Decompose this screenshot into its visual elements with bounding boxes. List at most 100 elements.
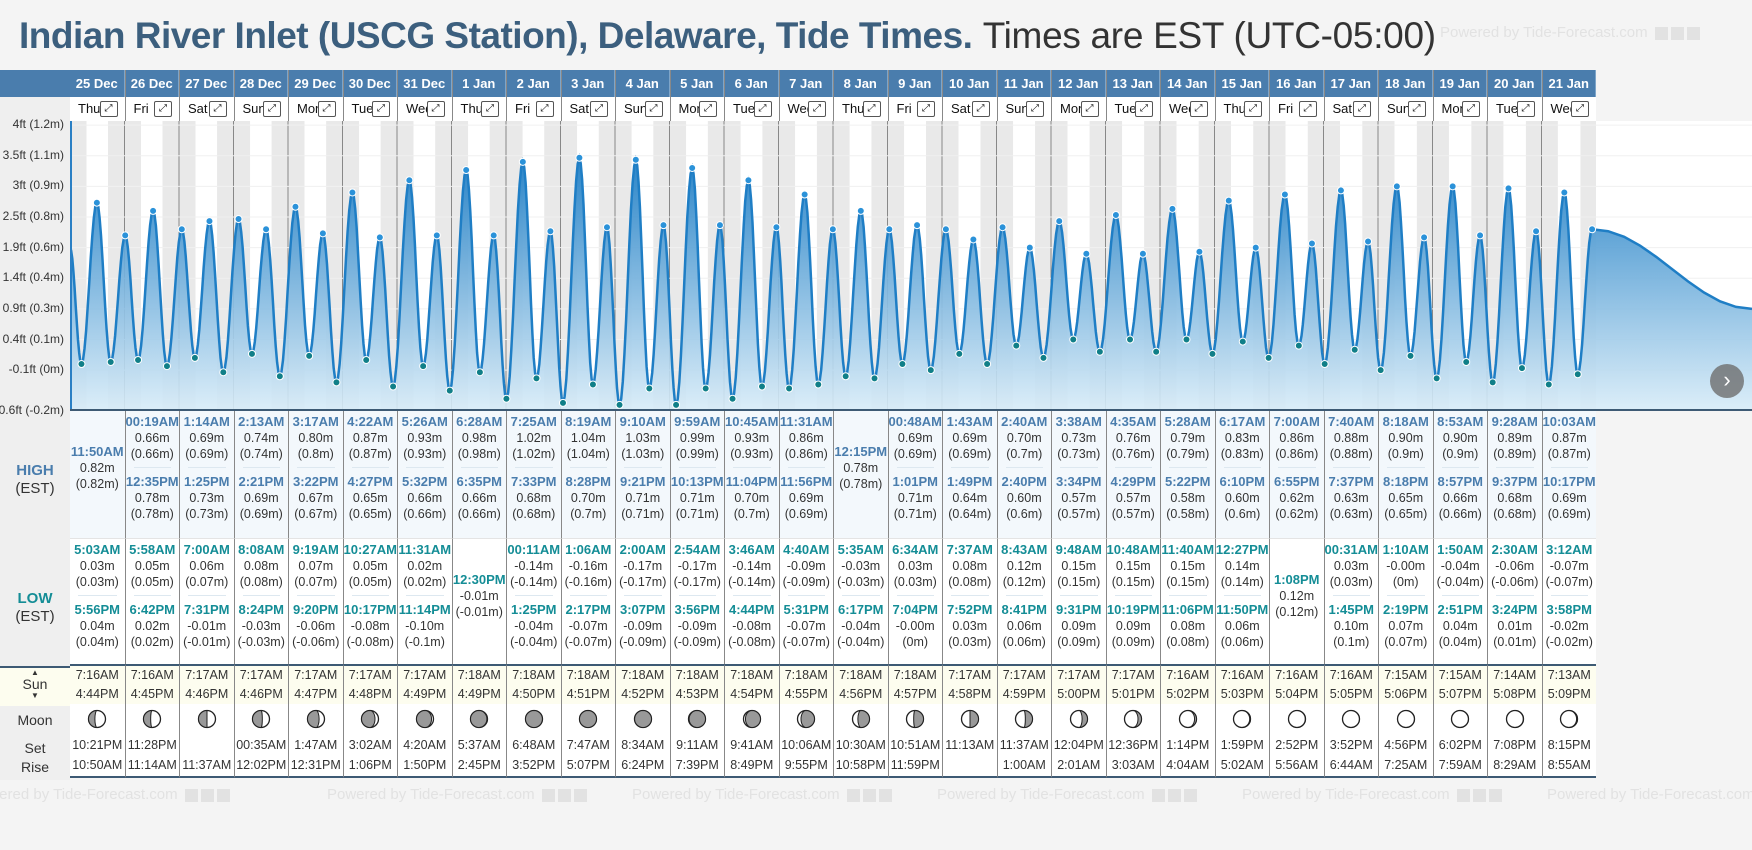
expand-icon[interactable]: ⤢ xyxy=(917,101,935,117)
high-tide-height: 0.66m xyxy=(134,431,170,445)
high-tide-height: 0.71m xyxy=(625,491,661,505)
low-tide-height-alt: (-0.1m) xyxy=(404,635,445,649)
high-tide-point xyxy=(405,176,414,185)
high-tide-entry: 11:31AM 0.86m (0.86m) xyxy=(780,411,834,464)
next-arrow-button[interactable]: › xyxy=(1710,364,1744,398)
low-tide-cell: 1:50AM -0.04m (-0.04m) 2:51PM 0.04m (0.0… xyxy=(1432,538,1487,664)
day-column: 10 Jan Sat ⤢ xyxy=(942,70,997,680)
day-weekday: Sun xyxy=(624,101,648,116)
divider xyxy=(787,595,825,596)
expand-icon[interactable]: ⤢ xyxy=(263,101,281,117)
high-tide-entry: 8:28PM 0.70m (0.7m) xyxy=(562,471,616,524)
low-tide-point xyxy=(983,360,992,369)
moon-phase-icon xyxy=(143,709,162,729)
high-tide-time: 4:35AM xyxy=(1110,414,1157,429)
low-tide-height-alt: (-0.14m) xyxy=(510,575,558,589)
expand-icon[interactable]: ⤢ xyxy=(1135,101,1153,117)
moonset-time: 9:41AM xyxy=(730,738,774,752)
high-tide-entry: 3:17AM 0.80m (0.8m) xyxy=(289,411,343,464)
expand-icon[interactable]: ⤢ xyxy=(1080,101,1099,117)
low-tide-entry: 3:46AM -0.14m (-0.14m) xyxy=(725,539,779,592)
sunset-time: 4:52PM xyxy=(621,687,665,701)
low-tide-entry: 11:50PM 0.06m (0.06m) xyxy=(1216,599,1270,652)
low-tide-point xyxy=(362,355,371,364)
low-tide-height: -0.17m xyxy=(677,559,717,573)
divider xyxy=(1114,467,1152,468)
expand-icon[interactable]: ⤢ xyxy=(1407,101,1426,117)
moonrise-time: 1:50PM xyxy=(403,758,447,772)
expand-icon[interactable]: ⤢ xyxy=(862,101,881,117)
y-axis-tick-label: 1.4ft (0.4m) xyxy=(2,270,64,285)
low-tide-height: 0.03m xyxy=(952,619,988,633)
expand-icon[interactable]: ⤢ xyxy=(808,101,826,117)
divider xyxy=(1332,595,1370,596)
expand-icon[interactable]: ⤢ xyxy=(208,101,227,117)
day-date: 29 Dec xyxy=(289,70,343,97)
expand-icon[interactable]: ⤢ xyxy=(481,101,499,117)
low-tide-height: 0.02m xyxy=(407,559,443,573)
day-weekday: Mon xyxy=(297,101,323,116)
moonset-time: 7:08PM xyxy=(1493,738,1537,752)
high-tide-height-alt: (0.71m) xyxy=(893,507,937,521)
low-tide-height: 0.12m xyxy=(1279,589,1315,603)
low-tide-entry: 5:35AM -0.03m (-0.03m) xyxy=(834,539,888,592)
expand-icon[interactable]: ⤢ xyxy=(699,101,717,117)
low-tide-entry: 2:00AM -0.17m (-0.17m) xyxy=(616,539,670,592)
sunrise-time: 7:17AM xyxy=(1057,668,1101,682)
day-date: 9 Jan xyxy=(888,70,942,97)
moon-phase-icon xyxy=(1015,709,1034,729)
low-tide-entry: 11:40AM 0.15m (0.15m) xyxy=(1161,539,1215,592)
low-tide-height: -0.00m xyxy=(1386,559,1426,573)
expand-icon[interactable]: ⤢ xyxy=(753,101,772,117)
expand-icon[interactable]: ⤢ xyxy=(1353,101,1371,117)
expand-icon[interactable]: ⤢ xyxy=(99,101,118,117)
day-date: 27 Dec xyxy=(180,70,234,97)
expand-icon[interactable]: ⤢ xyxy=(1189,101,1208,117)
sunset-time: 4:49PM xyxy=(457,687,501,701)
low-tide-cell: 1:10AM -0.00m (0m) 2:19PM 0.07m (0.07m) xyxy=(1378,538,1433,664)
expand-icon[interactable]: ⤢ xyxy=(372,101,390,117)
sun-cell: 7:16AM 5:04PM xyxy=(1269,664,1324,704)
expand-icon[interactable]: ⤢ xyxy=(1571,101,1589,117)
low-tide-time: 3:56PM xyxy=(674,602,721,617)
sunset-time: 4:57PM xyxy=(893,687,937,701)
high-tide-cell: 8:19AM 1.04m (1.04m) 8:28PM 0.70m (0.7m) xyxy=(560,411,616,538)
expand-icon[interactable]: ⤢ xyxy=(1244,101,1262,117)
sunset-time: 4:55PM xyxy=(784,687,828,701)
low-tide-entry: 7:52PM 0.03m (0.03m) xyxy=(943,599,997,652)
expand-icon[interactable]: ⤢ xyxy=(1462,101,1480,117)
expand-icon[interactable]: ⤢ xyxy=(1026,101,1044,117)
high-tide-point xyxy=(1476,231,1485,240)
low-tide-cell: 1:08PM 0.12m (0.12m) xyxy=(1269,538,1324,664)
low-tide-time: 2:30AM xyxy=(1491,542,1538,557)
expand-icon[interactable]: ⤢ xyxy=(426,101,445,117)
divider xyxy=(896,595,934,596)
low-tide-time: 5:35AM xyxy=(837,542,884,557)
high-tide-time: 5:28AM xyxy=(1164,414,1211,429)
expand-icon[interactable]: ⤢ xyxy=(535,101,554,117)
expand-icon[interactable]: ⤢ xyxy=(590,101,608,117)
low-tide-cell: 3:12AM -0.07m (-0.07m) 3:58PM -0.02m (-0… xyxy=(1541,538,1596,664)
day-weekday: Fri xyxy=(1278,101,1294,116)
expand-icon[interactable]: ⤢ xyxy=(154,101,172,117)
expand-icon[interactable]: ⤢ xyxy=(1516,101,1535,117)
sun-cell: 7:16AM 5:03PM xyxy=(1214,664,1269,704)
high-tide-time: 4:27PM xyxy=(347,474,394,489)
expand-icon[interactable]: ⤢ xyxy=(971,101,990,117)
low-tide-height: -0.02m xyxy=(1549,619,1589,633)
high-tide-height: 0.71m xyxy=(679,491,715,505)
low-tide-time: 11:31AM xyxy=(398,542,452,557)
high-tide-time: 4:22AM xyxy=(347,414,394,429)
moonrise-time: 1:06PM xyxy=(348,758,392,772)
low-tide-point xyxy=(162,362,171,371)
logo-icon xyxy=(1183,788,1197,802)
expand-icon[interactable]: ⤢ xyxy=(1298,101,1317,117)
high-tide-cell: 2:40AM 0.70m (0.7m) 2:40PM 0.60m (0.6m) xyxy=(996,411,1051,538)
expand-icon[interactable]: ⤢ xyxy=(317,101,336,117)
low-tide-height: 0.04m xyxy=(1442,619,1478,633)
high-tide-point xyxy=(800,190,809,199)
high-tide-cell: 12:15PM 0.78m (0.78m) xyxy=(833,411,888,538)
expand-icon[interactable]: ⤢ xyxy=(644,101,663,117)
divider xyxy=(515,467,553,468)
high-tide-height-alt: (0.66m) xyxy=(1438,507,1482,521)
